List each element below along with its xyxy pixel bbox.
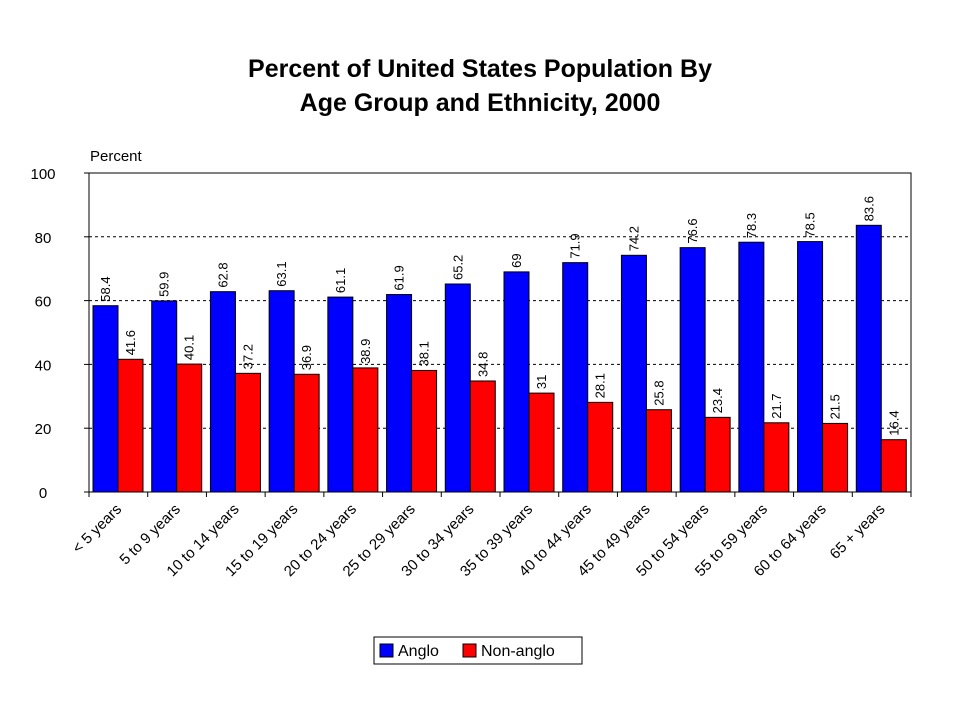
bar-anglo: [268, 290, 295, 493]
bar-anglo: [92, 305, 119, 493]
data-label: 37.2: [240, 344, 255, 369]
axes: [84, 172, 912, 497]
bar-anglo: [562, 262, 589, 493]
data-label: 83.6: [861, 196, 876, 221]
data-label: 40.1: [182, 335, 197, 360]
data-label: 69: [509, 253, 524, 267]
bar-anglo: [386, 294, 413, 493]
legend-box: [373, 636, 583, 665]
bar-non-anglo: [469, 380, 496, 493]
data-label: 76.6: [685, 218, 700, 243]
bar-non-anglo: [352, 367, 379, 493]
bar-non-anglo: [587, 401, 614, 493]
x-tick-label: 65 + years: [827, 501, 889, 563]
bar-anglo: [444, 283, 471, 493]
y-axis-label: Percent: [90, 148, 143, 165]
bar-non-anglo: [117, 358, 144, 493]
bar-anglo: [151, 300, 178, 493]
data-label: 21.5: [828, 394, 843, 419]
bar-non-anglo: [645, 409, 672, 493]
bar-anglo: [738, 241, 765, 493]
data-label: 41.6: [123, 330, 138, 355]
chart-title-line-2: Age Group and Ethnicity, 2000: [299, 89, 661, 117]
data-label: 78.5: [803, 212, 818, 237]
bar-non-anglo: [880, 439, 907, 493]
bar-non-anglo: [293, 373, 320, 493]
data-label: 16.4: [886, 410, 901, 435]
data-label: 74.2: [626, 226, 641, 251]
legend-swatch-anglo: [379, 643, 394, 658]
legend: Anglo Non-anglo: [373, 636, 583, 665]
data-label: 63.1: [274, 261, 289, 286]
bar-anglo: [209, 291, 236, 493]
data-label: 34.8: [475, 352, 490, 377]
legend-label-anglo: Anglo: [398, 643, 439, 660]
y-tick-label: 40: [35, 357, 52, 374]
data-label: 28.1: [593, 373, 608, 398]
bar-non-anglo: [822, 422, 849, 493]
y-tick-label: 60: [35, 294, 52, 311]
data-label: 36.9: [299, 345, 314, 370]
data-label: 71.9: [568, 233, 583, 258]
bar-anglo: [855, 224, 882, 493]
y-tick-label: 20: [35, 421, 52, 438]
data-label: 31: [534, 375, 549, 389]
y-tick-label: 0: [39, 485, 47, 502]
bar-anglo: [327, 296, 354, 493]
data-label: 65.2: [450, 255, 465, 280]
bar-non-anglo: [704, 416, 731, 493]
y-tick-label: 80: [35, 230, 52, 247]
bar-anglo: [679, 247, 706, 493]
bars: [92, 224, 907, 493]
chart-title-line-1: Percent of United States Population By: [248, 55, 712, 83]
data-label: 78.3: [744, 213, 759, 238]
data-label: 38.1: [417, 341, 432, 366]
legend-label-non-anglo: Non-anglo: [481, 643, 555, 660]
bar-anglo: [797, 241, 824, 493]
bar-non-anglo: [763, 422, 790, 493]
data-label: 25.8: [651, 380, 666, 405]
chart-title: Percent of United States Population By A…: [0, 52, 960, 120]
data-label: 61.1: [333, 268, 348, 293]
legend-swatch-non-anglo: [462, 643, 477, 658]
bar-non-anglo: [411, 369, 438, 493]
data-label: 59.9: [157, 272, 172, 297]
y-tick-label: 100: [30, 166, 55, 183]
data-label: 38.9: [358, 339, 373, 364]
x-tick-label: < 5 years: [69, 501, 125, 557]
data-label: 58.4: [98, 276, 113, 301]
data-label: 23.4: [710, 388, 725, 413]
bar-anglo: [620, 254, 647, 493]
data-label: 62.8: [215, 262, 230, 287]
data-label: 21.7: [769, 393, 784, 418]
bar-non-anglo: [528, 392, 555, 493]
bar-anglo: [503, 271, 530, 493]
bar-non-anglo: [234, 372, 261, 493]
bar-non-anglo: [176, 363, 203, 493]
data-label: 61.9: [392, 265, 407, 290]
